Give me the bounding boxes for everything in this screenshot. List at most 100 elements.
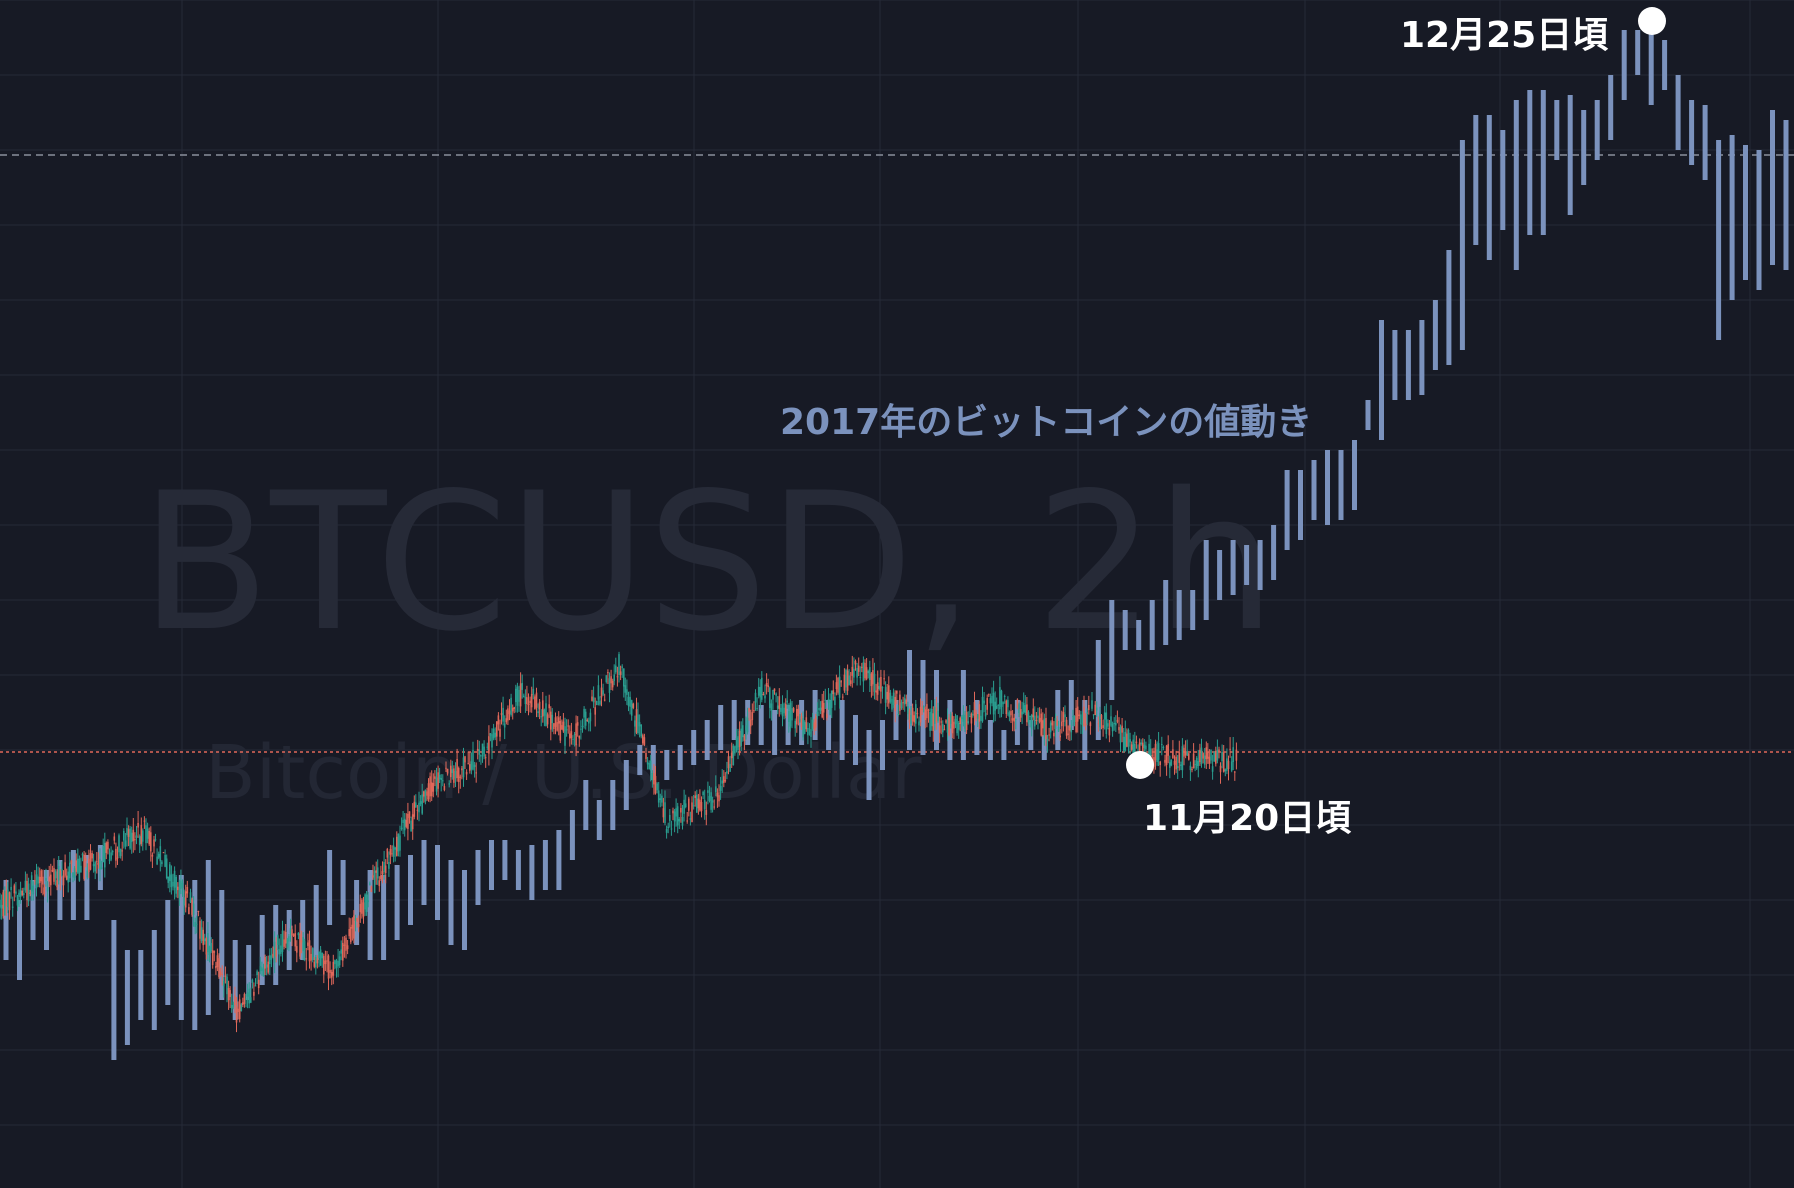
- candle-body: [786, 700, 788, 703]
- candle-body: [5, 890, 8, 907]
- candle-body: [142, 830, 144, 842]
- candle-body: [894, 696, 896, 712]
- overlay-bar: [529, 845, 535, 900]
- candle-body: [638, 722, 641, 727]
- overlay-bar: [596, 800, 602, 840]
- candle-body: [132, 829, 135, 842]
- overlay-bar: [1352, 440, 1357, 510]
- candle-body: [956, 715, 958, 734]
- candle-body: [126, 828, 128, 836]
- candle-body: [81, 853, 84, 856]
- candle-body: [1081, 723, 1084, 725]
- overlay-bar: [650, 745, 656, 780]
- candle-body: [921, 708, 923, 711]
- candle-body: [570, 731, 573, 739]
- candle-body: [940, 721, 942, 723]
- candle-body: [400, 827, 403, 829]
- candle-body: [1007, 699, 1009, 708]
- candle-body: [1095, 707, 1098, 711]
- candle-body: [429, 776, 431, 797]
- candle-body: [196, 923, 198, 925]
- candle-body: [934, 707, 936, 724]
- candle-body: [824, 699, 827, 701]
- candle-body: [80, 865, 82, 873]
- candle-body: [467, 763, 469, 765]
- overlay-bar: [1540, 90, 1546, 235]
- overlay-bar: [1149, 600, 1155, 650]
- candle-body: [294, 933, 296, 947]
- candle-body: [518, 690, 520, 702]
- candle-body: [445, 767, 447, 769]
- candle-body: [286, 939, 289, 948]
- candle-body: [311, 948, 314, 961]
- candle-body: [749, 719, 752, 727]
- candle-body: [1135, 741, 1138, 744]
- overlay-bar: [192, 880, 198, 1030]
- candle-body: [111, 851, 114, 853]
- candle-body: [1069, 727, 1071, 731]
- candle-body: [219, 971, 222, 975]
- candle-body: [816, 711, 819, 716]
- candle-body: [734, 746, 736, 754]
- candle-body: [799, 719, 801, 722]
- candle-body: [453, 768, 455, 783]
- candle-body: [551, 714, 554, 724]
- candle-body: [1157, 743, 1160, 760]
- candle-body: [664, 802, 666, 824]
- candle-body: [1030, 714, 1033, 730]
- candle-body: [151, 854, 154, 857]
- candle-body: [542, 700, 544, 717]
- candle-body: [505, 718, 508, 723]
- candle-body: [930, 708, 933, 727]
- candle-body: [954, 718, 957, 725]
- candle-body: [538, 701, 541, 710]
- candle-body: [673, 811, 676, 822]
- overlay-bar: [1230, 540, 1236, 595]
- candle-body: [1045, 718, 1047, 739]
- candle-body: [54, 871, 57, 879]
- candle-body: [329, 970, 331, 973]
- candle-body: [1191, 769, 1193, 771]
- candle-body: [194, 922, 196, 927]
- candle-body: [737, 736, 739, 750]
- candle-body: [615, 665, 617, 673]
- candle-body: [648, 763, 650, 770]
- candle-body: [226, 976, 228, 995]
- candle-body: [1180, 764, 1182, 766]
- candle-body: [473, 764, 476, 768]
- overlay-bar: [610, 780, 616, 830]
- candle-body: [913, 715, 915, 723]
- candle-body: [756, 708, 758, 710]
- candle-body: [975, 712, 977, 719]
- candle-body: [15, 891, 17, 894]
- candle-body: [603, 699, 606, 701]
- candle-body: [599, 700, 601, 705]
- candle-body: [376, 867, 379, 879]
- candle-body: [140, 825, 143, 844]
- candle-body: [345, 937, 347, 951]
- candle-body: [170, 874, 173, 888]
- candle-body: [1162, 746, 1165, 748]
- candle-body: [951, 715, 954, 734]
- candle-body: [310, 954, 312, 961]
- overlay-bar: [556, 830, 562, 890]
- candle-body: [416, 809, 419, 811]
- candle-body: [576, 722, 579, 726]
- candle-body: [629, 696, 631, 707]
- overlay-bar: [1513, 100, 1519, 270]
- candle-body: [1057, 726, 1060, 732]
- candle-body: [621, 666, 623, 668]
- candle-body: [351, 924, 354, 929]
- candle-body: [553, 723, 555, 729]
- candle-body: [384, 865, 387, 873]
- overlay-bar: [489, 840, 494, 890]
- candle-body: [922, 706, 925, 708]
- candle-body: [1134, 743, 1136, 761]
- candle-body: [1100, 715, 1103, 719]
- candle-body: [461, 768, 463, 771]
- candle-body: [157, 853, 160, 858]
- candle-body: [794, 720, 796, 729]
- overlay-bar: [623, 760, 629, 810]
